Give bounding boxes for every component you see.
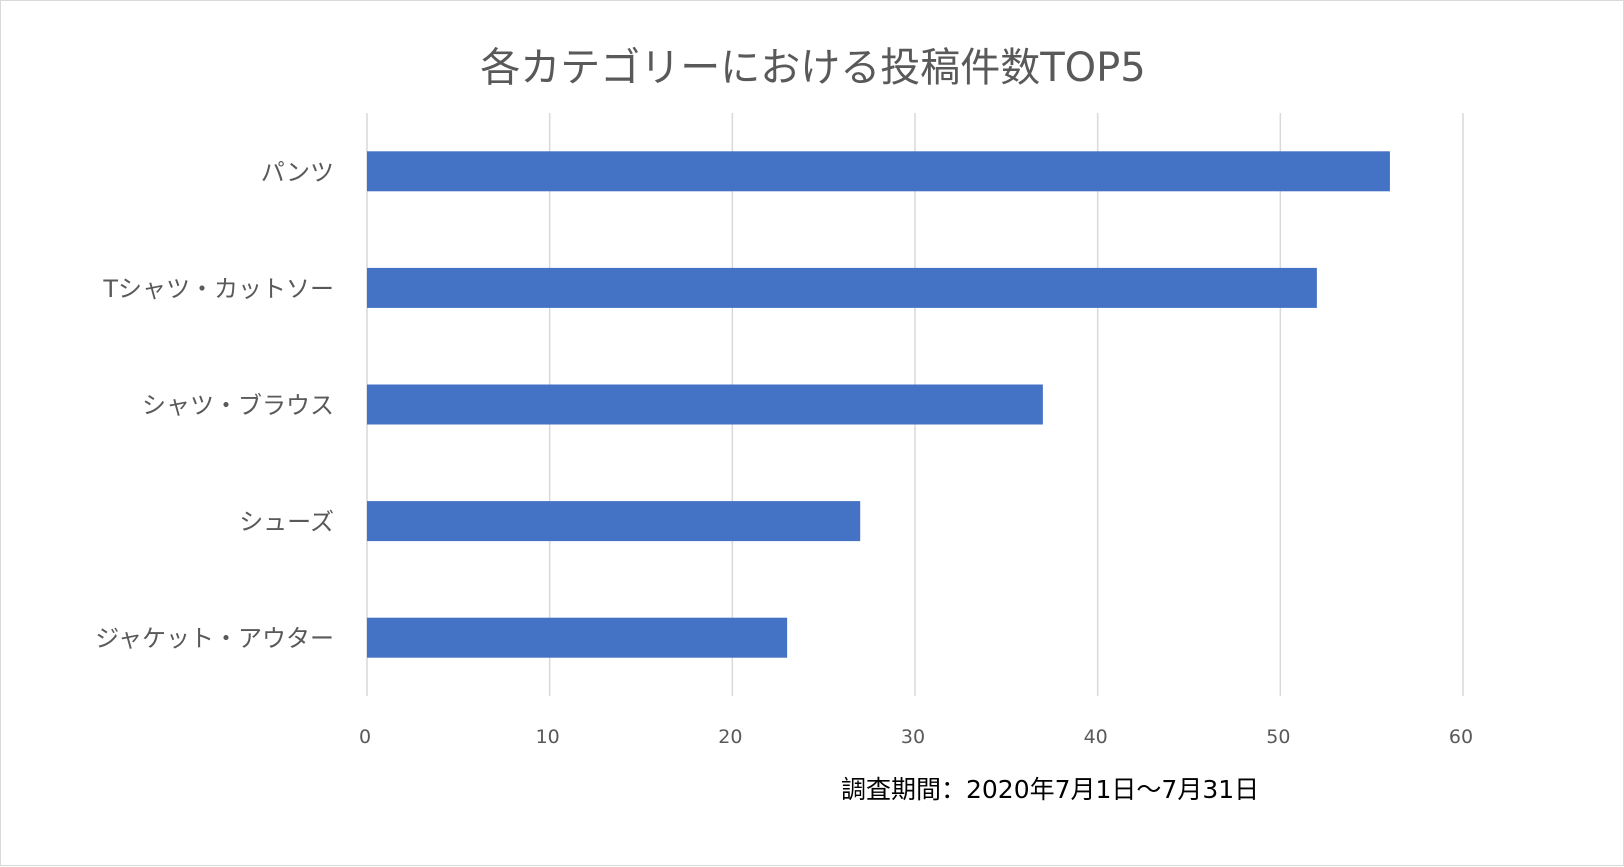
x-tick-label: 50 bbox=[1266, 726, 1290, 748]
chart-title: 各カテゴリーにおける投稿件数TOP5 bbox=[480, 45, 1146, 91]
category-label: ジャケット・アウター bbox=[95, 625, 334, 653]
survey-period-note: 調査期間：2020年7月1日～7月31日 bbox=[841, 775, 1259, 804]
x-tick-label: 20 bbox=[718, 726, 742, 748]
category-label: シャツ・ブラウス bbox=[142, 392, 334, 420]
bar bbox=[367, 617, 788, 658]
category-label: Tシャツ・カットソー bbox=[102, 275, 334, 303]
category-label: シューズ bbox=[239, 508, 334, 536]
x-tick-label: 40 bbox=[1084, 726, 1108, 748]
x-tick-label: 10 bbox=[536, 726, 560, 748]
x-tick-label: 60 bbox=[1449, 726, 1473, 748]
bar bbox=[367, 151, 1390, 192]
x-tick-label: 30 bbox=[901, 726, 925, 748]
bar bbox=[367, 501, 861, 542]
bars bbox=[367, 151, 1390, 658]
category-label: パンツ bbox=[261, 158, 334, 186]
x-tick-label: 0 bbox=[359, 726, 371, 748]
bar bbox=[367, 267, 1317, 308]
bar bbox=[367, 384, 1043, 425]
x-tick-labels: 0 10 20 30 40 50 60 bbox=[359, 726, 1473, 748]
